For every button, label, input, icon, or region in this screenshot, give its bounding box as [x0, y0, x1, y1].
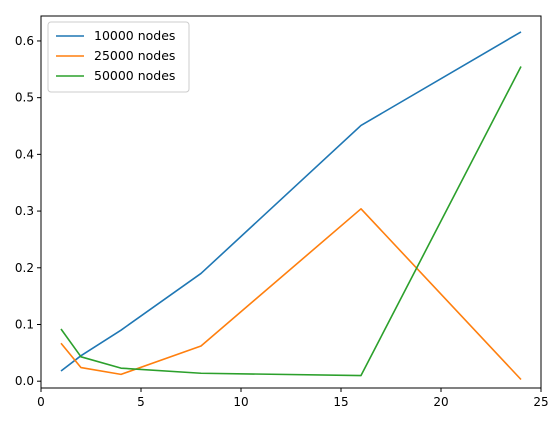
y-tick-label: 0.0: [15, 374, 34, 388]
legend-label: 10000 nodes: [94, 28, 175, 43]
y-tick-label: 0.1: [15, 317, 34, 331]
y-tick-label: 0.5: [15, 91, 34, 105]
series-line-3: [60, 66, 522, 377]
legend-box: [47, 21, 190, 93]
series-line-2: [60, 208, 522, 381]
legend-label: 25000 nodes: [94, 48, 175, 63]
y-tick-label: 0.4: [15, 147, 34, 161]
x-tick-label: 25: [533, 395, 548, 409]
legend-label: 50000 nodes: [94, 68, 175, 83]
x-tick-label: 15: [333, 395, 348, 409]
axes-frame: [40, 15, 542, 389]
x-tick-label: 5: [137, 395, 145, 409]
y-tick-label: 0.3: [15, 204, 34, 218]
legend: 10000 nodes 25000 nodes 50000 nodes: [47, 21, 190, 93]
y-tick-label: 0.2: [15, 261, 34, 275]
x-tick-label: 0: [37, 395, 45, 409]
series-line-1: [60, 31, 522, 372]
x-tick-label: 10: [233, 395, 248, 409]
axes-layer: 0 5 10 15 20 25 0.0 0.1 0.2 0.3 0.4 0.5 0.6: [15, 15, 549, 409]
y-tick-label: 0.6: [15, 34, 34, 48]
x-tick-label: 20: [433, 395, 448, 409]
series-layer: [60, 31, 522, 381]
